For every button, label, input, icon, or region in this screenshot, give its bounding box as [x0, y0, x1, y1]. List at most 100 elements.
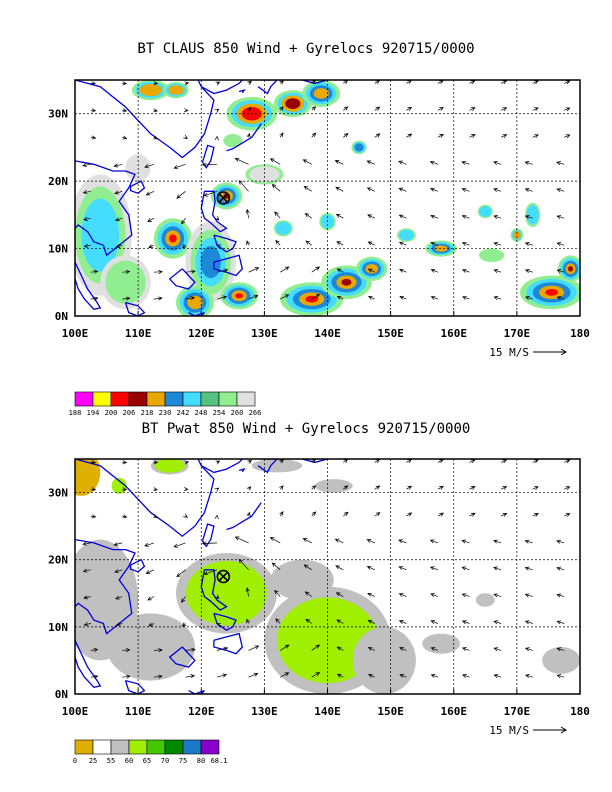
- wind-vector: [82, 541, 91, 546]
- wind-vector: [461, 539, 470, 544]
- wind-vector: [493, 620, 502, 625]
- wind-vector: [153, 674, 163, 679]
- colorbar-label: 60: [125, 757, 133, 765]
- wind-vector: [429, 539, 439, 544]
- wind-vector: [532, 486, 539, 491]
- wind-vector: [115, 595, 123, 600]
- wind-vector: [183, 487, 189, 492]
- wind-vector: [144, 542, 155, 547]
- coastline: [188, 689, 205, 694]
- shade-patch: [139, 84, 163, 97]
- wind-vector: [367, 646, 375, 651]
- x-tick-label: 100E: [62, 705, 89, 718]
- panel-1-title: BT CLAUS 850 Wind + Gyrelocs 920715/0000: [137, 41, 475, 57]
- shade-patch: [513, 231, 521, 240]
- wind-vector: [437, 512, 444, 517]
- wind-vector: [311, 485, 317, 490]
- wind-vector: [215, 81, 221, 86]
- colorbar-swatch: [74, 739, 94, 755]
- coastline: [200, 569, 228, 611]
- reference-vector-label: 15 M/S: [489, 346, 529, 359]
- wind-vector: [83, 243, 91, 248]
- coastline: [213, 632, 244, 655]
- y-tick-label: 0N: [55, 310, 68, 323]
- wind-vector: [201, 162, 218, 167]
- coastline: [200, 80, 243, 95]
- colorbar-swatch: [218, 391, 238, 407]
- wind-vector: [430, 647, 439, 651]
- wind-vector: [216, 244, 221, 249]
- wind-vector: [493, 593, 502, 598]
- wind-vector: [469, 134, 476, 138]
- panel-1-map: 100E 110E 120E 130E 140E 150E 160E 170E 180 30N 2…: [48, 79, 590, 417]
- wind-vector: [437, 80, 444, 85]
- wind-vector: [398, 566, 407, 571]
- wind-vector: [114, 569, 123, 574]
- colorbar-label: 25: [89, 757, 97, 765]
- shade-patch: [313, 88, 329, 99]
- wind-vector: [279, 80, 285, 85]
- shade-patch: [251, 459, 303, 473]
- colorbar-swatch: [146, 391, 166, 407]
- x-tick-label: 100E: [62, 327, 89, 340]
- wind-vector: [532, 80, 539, 85]
- wind-vector: [335, 213, 344, 219]
- wind-vector: [564, 459, 571, 464]
- y-tick-label: 0N: [55, 688, 68, 701]
- wind-vector: [304, 213, 312, 219]
- x-tick-label: 110E: [125, 705, 152, 718]
- x-tick-label: 180: [570, 705, 590, 718]
- wind-vector: [279, 511, 284, 517]
- wind-vector: [336, 673, 344, 678]
- wind-vector: [280, 266, 290, 273]
- wind-vector: [564, 107, 571, 112]
- y-tick-label: 20N: [48, 554, 68, 567]
- colorbar-swatch: [236, 391, 256, 407]
- colorbar-swatch: [110, 391, 130, 407]
- wind-vector: [374, 458, 381, 463]
- shade-patch: [479, 248, 505, 263]
- wind-vector: [556, 161, 565, 166]
- shade-patch: [75, 459, 101, 496]
- wind-vector: [305, 240, 312, 246]
- wind-vector: [462, 674, 470, 678]
- wind-vector: [214, 487, 220, 492]
- x-tick-label: 170E: [504, 705, 531, 718]
- wind-vector: [336, 295, 344, 300]
- wind-vector: [556, 539, 565, 544]
- wind-vector: [279, 485, 284, 490]
- colorbar-label: 194: [87, 409, 100, 417]
- coastline: [201, 523, 215, 548]
- wind-vector: [181, 243, 187, 249]
- wind-vector: [147, 217, 155, 222]
- wind-vector: [311, 511, 317, 517]
- wind-vector: [493, 296, 502, 300]
- wind-vector: [406, 106, 413, 111]
- wind-vector: [335, 186, 344, 192]
- colorbar-swatch: [164, 739, 184, 755]
- colorbar-swatch: [74, 391, 94, 407]
- wind-vector: [245, 208, 250, 219]
- wind-vector: [238, 558, 249, 571]
- wind-vector: [183, 108, 189, 113]
- wind-vector: [461, 566, 470, 571]
- x-tick-label: 140E: [314, 327, 341, 340]
- wind-vector: [274, 589, 281, 597]
- coastline: [75, 80, 215, 159]
- coastline: [213, 254, 244, 277]
- wind-vector: [153, 487, 158, 492]
- wind-vector: [153, 514, 159, 519]
- wind-vector: [246, 511, 251, 517]
- shade-patch: [235, 293, 243, 299]
- wind-vector: [469, 107, 476, 112]
- wind-vector: [399, 295, 407, 300]
- colorbar-label: 0: [73, 757, 77, 765]
- coastline: [75, 640, 102, 689]
- wind-vector: [216, 295, 228, 300]
- shade-patch: [568, 266, 574, 272]
- wind-vector: [366, 187, 375, 192]
- shade-patch: [106, 613, 195, 681]
- wind-vector: [374, 485, 381, 490]
- coastline: [302, 459, 328, 464]
- wind-vector: [247, 459, 252, 464]
